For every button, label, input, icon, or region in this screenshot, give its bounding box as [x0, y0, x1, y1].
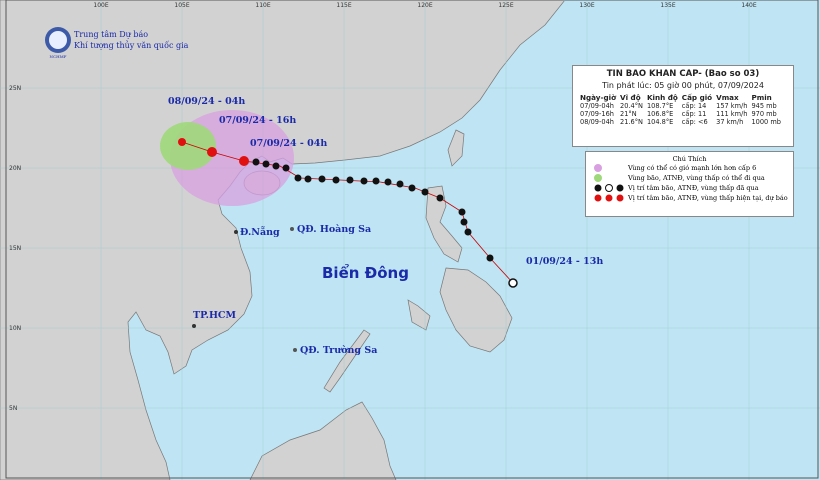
lon-label: 135E	[660, 2, 675, 9]
legend-icon	[594, 194, 624, 202]
table-row: 07/09-04h 20.4°N 108.7°E cấp: 14 157 km/h 945…	[578, 102, 783, 110]
legend-item: Vùng bão, ATNĐ, vùng thấp có thể đi qua	[586, 173, 793, 183]
column-header: Vĩ độ	[620, 93, 641, 102]
lon-labels: 100E 105E 110E 115E 120E 125E 130E 135E …	[93, 2, 756, 9]
table-cell: 104.8°E	[646, 118, 674, 126]
sea-north	[560, 0, 820, 10]
info-box: TIN BAO KHAN CAP- (Bao so 03) Tin phát l…	[572, 65, 794, 147]
table-cell: 970 mb	[751, 110, 777, 118]
storm-zone	[160, 122, 216, 170]
table-cell: 08/09-04h	[580, 118, 614, 126]
legend-title: Chú Thích	[672, 155, 707, 163]
legend-item: Vùng có thể có gió mạnh lớn hơn cấp 6	[586, 163, 793, 173]
table-cell: 1000 mb	[751, 118, 781, 126]
lon-label: 120E	[417, 2, 432, 9]
column-header: Ngày-giờ	[580, 93, 617, 102]
table-cell: 157 km/h	[716, 102, 748, 110]
forecast-position	[178, 138, 186, 146]
current-position	[239, 156, 249, 166]
table-cell: 106.8°E	[646, 110, 674, 118]
table-cell: 108.7°E	[646, 102, 674, 110]
place-dot	[293, 348, 297, 352]
place-dot	[234, 230, 238, 234]
lon-label: 110E	[255, 2, 270, 9]
time-label: 07/09/24 - 16h	[219, 115, 296, 126]
time-label: 07/09/24 - 04h	[250, 138, 327, 149]
place-label: QĐ. Trường Sa	[300, 345, 377, 356]
column-header: Pmin	[751, 93, 772, 102]
place-dot	[192, 324, 196, 328]
info-issued: Tin phát lúc: 05 giờ 00 phút, 07/09/2024	[602, 81, 764, 90]
legend-item: Vị trí tâm bão, ATNĐ, vùng thấp hiện tại…	[586, 193, 793, 203]
legend-text: Vùng có thể có gió mạnh lớn hơn cấp 6	[628, 164, 757, 172]
info-table: Ngày-giờ Vĩ độ Kinh độ Cấp gió Vmax Pmin 07/09…	[578, 93, 783, 126]
info-title: TIN BAO KHAN CAP- (Bao so 03)	[606, 69, 760, 79]
place-label: TP.HCM	[193, 310, 236, 321]
legend-text: Vị trí tâm bão, ATNĐ, vùng thấp hiện tại…	[628, 194, 788, 202]
column-header: Kinh độ	[646, 93, 678, 102]
forecast-position	[207, 147, 217, 157]
lat-labels: 25N 20N 15N 10N 5N	[9, 85, 21, 412]
table-cell: 20.4°N	[620, 102, 643, 110]
taiwan	[447, 129, 465, 167]
legend-icon	[594, 184, 624, 192]
lat-label: 25N	[9, 85, 21, 92]
time-label: 08/09/24 - 04h	[168, 96, 245, 107]
table-cell: cấp: <6	[681, 118, 708, 126]
table-cell: cấp: 14	[681, 102, 707, 110]
table-cell: 21.6°N	[620, 118, 643, 126]
lat-label: 10N	[9, 325, 21, 332]
lon-label: 125E	[498, 2, 513, 9]
table-row: 08/09-04h 21.6°N 104.8°E cấp: <6 37 km/h 1000…	[578, 118, 783, 126]
table-cell: 37 km/h	[716, 118, 744, 126]
lon-label: 140E	[741, 2, 756, 9]
legend-text: Vị trí tâm bão, ATNĐ, vùng thấp đã qua	[628, 184, 759, 192]
table-cell: cấp: 11	[681, 110, 707, 118]
place-label: QĐ. Hoàng Sa	[297, 224, 371, 235]
mainland	[0, 0, 566, 480]
start-position	[508, 278, 518, 288]
past-positions	[252, 158, 494, 262]
table-row: 07/09-16h 21°N 106.8°E cấp: 11 111 km/h 970 m…	[578, 110, 783, 118]
lon-label: 130E	[579, 2, 594, 9]
column-header: Vmax	[716, 93, 739, 102]
borneo	[249, 401, 397, 480]
lat-label: 20N	[9, 165, 21, 172]
frame	[5, 0, 819, 479]
table-cell: 111 km/h	[716, 110, 748, 118]
lon-label: 115E	[336, 2, 351, 9]
time-label: 01/09/24 - 13h	[526, 256, 603, 267]
lon-label: 105E	[174, 2, 189, 9]
lat-label: 15N	[9, 245, 21, 252]
legend-text: Vùng bão, ATNĐ, vùng thấp có thể đi qua	[628, 174, 765, 182]
legend-icon	[594, 164, 602, 172]
legend-item: Vị trí tâm bão, ATNĐ, vùng thấp đã qua	[586, 183, 793, 193]
agency-sub: Khí tượng thủy văn quốc gia	[74, 41, 189, 50]
place-label: Đ.Nẵng	[240, 226, 280, 238]
table-header: Ngày-giờ Vĩ độ Kinh độ Cấp gió Vmax Pmin	[578, 93, 783, 102]
column-header: Cấp gió	[681, 93, 713, 102]
table-cell: 07/09-04h	[580, 102, 614, 110]
table-cell: 21°N	[620, 110, 637, 118]
table-cell: 945 mb	[751, 102, 777, 110]
place-dot	[290, 227, 294, 231]
logo-text: NCHMF	[50, 54, 67, 59]
logo-inner	[49, 31, 67, 49]
lon-label: 100E	[93, 2, 108, 9]
lat-label: 5N	[9, 405, 17, 412]
legend-icon	[594, 174, 602, 182]
sea-label: Biển Đông	[322, 263, 409, 282]
legend: Chú Thích Vùng có thể có gió mạnh lớn hơ…	[585, 151, 794, 217]
table-cell: 07/09-16h	[580, 110, 614, 118]
agency: Trung tâm Dự báo	[74, 30, 149, 39]
